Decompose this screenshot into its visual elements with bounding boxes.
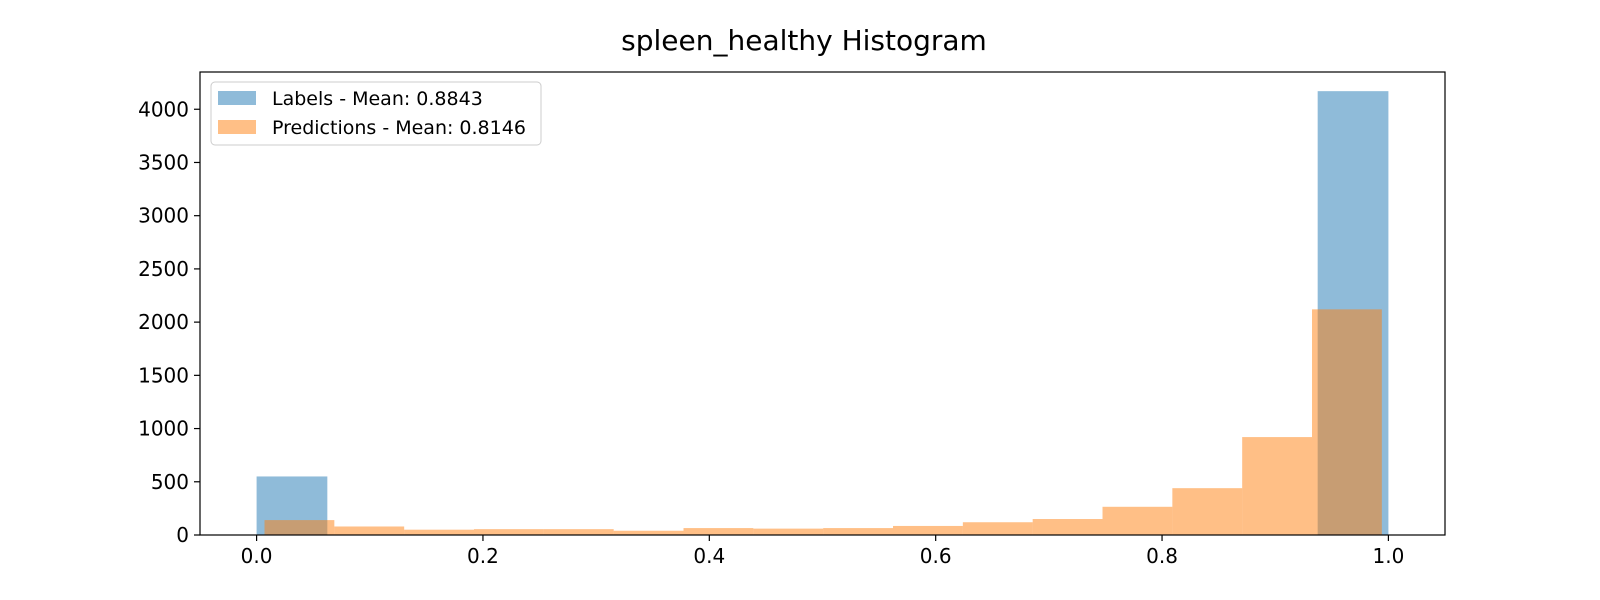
bar-predictions-4 xyxy=(543,529,614,535)
bar-predictions-3 xyxy=(474,529,544,535)
plot-area xyxy=(200,72,1445,535)
x-tick-label-5: 1.0 xyxy=(1373,544,1405,568)
y-axis: 0 500 1000 1500 2000 2500 3000 3500 4000 xyxy=(138,97,200,547)
bar-predictions-2 xyxy=(404,529,475,535)
bar-predictions-14 xyxy=(1242,437,1313,535)
bar-predictions-1 xyxy=(334,526,405,535)
bar-predictions-8 xyxy=(823,528,894,535)
plot-frame xyxy=(199,71,1446,536)
legend-swatch-predictions xyxy=(218,120,256,134)
x-tick-label-4: 0.8 xyxy=(1146,544,1178,568)
bar-predictions-13 xyxy=(1172,488,1243,535)
y-tick-label-6: 3000 xyxy=(138,204,189,228)
y-tick-label-2: 1000 xyxy=(138,417,189,441)
x-tick-label-2: 0.4 xyxy=(693,544,725,568)
x-tick-label-1: 0.2 xyxy=(467,544,499,568)
bar-predictions-0 xyxy=(264,520,335,535)
legend-box xyxy=(210,81,542,146)
bar-predictions-5 xyxy=(613,530,684,535)
y-tick-label-4: 2000 xyxy=(138,310,189,334)
legend: Labels - Mean: 0.8843 Predictions - Mean… xyxy=(210,81,542,146)
bars-layer xyxy=(256,91,1389,535)
x-tick-label-3: 0.6 xyxy=(920,544,952,568)
bar-predictions-7 xyxy=(753,528,824,535)
bar-predictions-10 xyxy=(962,522,1033,535)
bar-predictions-6 xyxy=(683,528,754,535)
legend-label-predictions: Predictions - Mean: 0.8146 xyxy=(272,117,526,139)
y-tick-label-7: 3500 xyxy=(138,150,189,174)
y-tick-label-0: 0 xyxy=(176,523,189,547)
y-tick-label-8: 4000 xyxy=(138,97,189,121)
y-tick-label-5: 2500 xyxy=(138,257,189,281)
bar-predictions-12 xyxy=(1102,506,1173,535)
bar-predictions-15 xyxy=(1312,309,1382,535)
bar-predictions-11 xyxy=(1032,519,1103,535)
legend-label-labels: Labels - Mean: 0.8843 xyxy=(272,88,483,110)
legend-swatch-labels xyxy=(218,91,256,105)
bar-predictions-9 xyxy=(893,525,963,535)
chart-title: spleen_healthy Histogram xyxy=(621,24,987,57)
x-tick-label-0: 0.0 xyxy=(241,544,273,568)
y-tick-label-1: 500 xyxy=(151,470,189,494)
y-tick-label-3: 1500 xyxy=(138,363,189,387)
x-axis: 0.0 0.2 0.4 0.6 0.8 1.0 xyxy=(241,535,1405,568)
